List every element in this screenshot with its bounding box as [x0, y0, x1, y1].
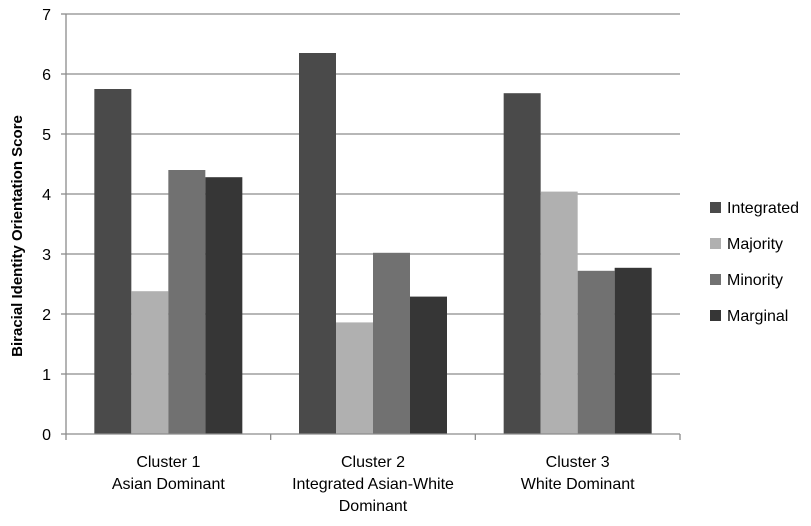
- x-category-label: White Dominant: [521, 476, 635, 493]
- legend-swatch: [710, 238, 721, 249]
- legend-label: Majority: [727, 236, 783, 253]
- y-tick-label: 1: [42, 367, 51, 384]
- y-axis-title: Biracial Identity Orientation Score: [9, 115, 26, 357]
- axes: [61, 13, 681, 440]
- bar-majority: [131, 291, 169, 434]
- bars: [94, 53, 652, 434]
- x-category-label: Dominant: [339, 498, 408, 515]
- bar-marginal: [205, 177, 243, 434]
- x-category-label: Cluster 2: [341, 454, 405, 471]
- bar-minority: [373, 252, 410, 434]
- y-tick-label: 2: [42, 307, 51, 324]
- x-category-label: Asian Dominant: [112, 476, 226, 493]
- y-tick-label: 0: [42, 427, 51, 444]
- legend-label: Minority: [727, 272, 783, 289]
- labels: 0 1 2 3 4 5 6 7 Cluster 1 Asian Dominant Cluster 2…: [42, 7, 635, 515]
- bar-majority: [540, 191, 578, 434]
- legend-label: Marginal: [727, 308, 788, 325]
- bar-minority: [577, 270, 615, 434]
- x-category-label: Cluster 1: [136, 454, 200, 471]
- y-tick-label: 7: [42, 7, 51, 24]
- y-tick-label: 5: [42, 127, 51, 144]
- legend: Integrated Majority Minority Marginal: [710, 200, 799, 325]
- legend-label: Integrated: [727, 200, 799, 217]
- bar-marginal: [614, 267, 652, 434]
- x-category-label: Integrated Asian-White: [292, 476, 454, 493]
- y-tick-label: 6: [42, 67, 51, 84]
- legend-swatch: [710, 274, 721, 285]
- bar-integrated: [299, 53, 336, 434]
- legend-swatch: [710, 202, 721, 213]
- bar-minority: [168, 170, 206, 434]
- x-category-label: Cluster 3: [546, 454, 610, 471]
- bar-majority: [336, 322, 373, 434]
- legend-swatch: [710, 310, 721, 321]
- y-tick-label: 4: [42, 187, 51, 204]
- bar-marginal: [410, 296, 447, 434]
- bar-integrated: [503, 93, 541, 434]
- bar-integrated: [94, 89, 132, 434]
- y-tick-label: 3: [42, 247, 51, 264]
